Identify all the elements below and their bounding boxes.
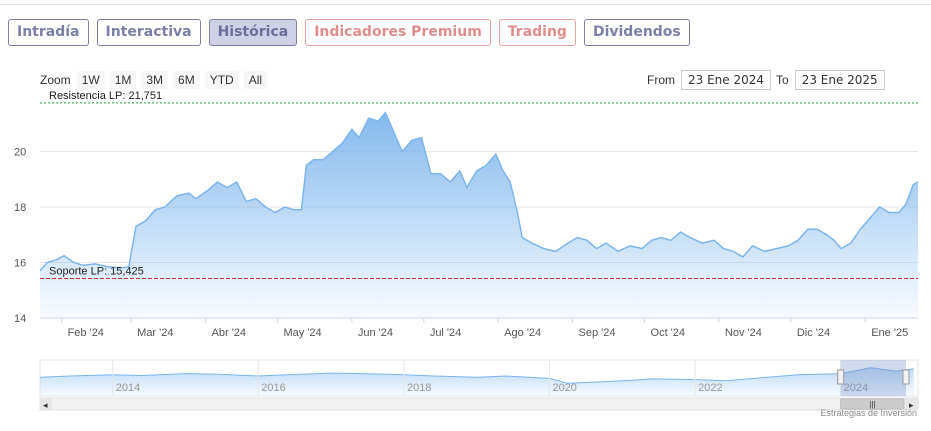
- y-tick-label: 14: [14, 313, 26, 325]
- x-tick-label: Abr '24: [212, 327, 247, 339]
- x-tick-label: Nov '24: [725, 327, 762, 339]
- from-label: From: [647, 73, 675, 87]
- range-to: To 23 Ene 2025: [776, 70, 885, 90]
- scrollbar-track[interactable]: [39, 397, 919, 411]
- scroll-left-button[interactable]: [40, 398, 52, 410]
- price-area: [40, 112, 918, 318]
- x-tick-label: Jul '24: [430, 327, 461, 339]
- scroll-left-arrow-icon: ◂: [43, 400, 48, 410]
- from-date-input[interactable]: 23 Ene 2024: [681, 70, 772, 90]
- credit-text: Estrategias de Inversión: [820, 408, 917, 418]
- support-label: Soporte LP: 15,425: [49, 265, 144, 277]
- x-tick-label: May '24: [283, 327, 321, 339]
- y-tick-label: 18: [14, 202, 26, 214]
- navigator-selection: [840, 360, 906, 396]
- navigator-year-label: 2024: [844, 382, 868, 394]
- scrollbar-grip-icon: |||: [869, 400, 875, 409]
- tab-indicadores-premium[interactable]: Indicadores Premium: [305, 19, 491, 46]
- zoom-button-1w[interactable]: 1W: [76, 71, 105, 89]
- chart-tabs: Intradía Interactiva Histórica Indicador…: [8, 19, 690, 46]
- tab-dividendos[interactable]: Dividendos: [583, 19, 690, 46]
- navigator-handle-right[interactable]: [902, 369, 910, 385]
- top-divider: [0, 4, 931, 5]
- tab-trading[interactable]: Trading: [498, 19, 576, 46]
- x-tick-label: Ago '24: [504, 327, 541, 339]
- to-date-input[interactable]: 23 Ene 2025: [794, 70, 885, 90]
- x-tick-label: Feb '24: [68, 327, 104, 339]
- x-tick-label: Ene '25: [871, 327, 908, 339]
- x-tick-label: Sep '24: [579, 327, 616, 339]
- zoom-button-all[interactable]: All: [243, 71, 268, 89]
- y-tick-label: 16: [14, 258, 26, 270]
- tab-intradia[interactable]: Intradía: [8, 19, 89, 46]
- navigator-line: [39, 367, 914, 384]
- zoom-button-6m[interactable]: 6M: [173, 71, 200, 89]
- x-tick-label: Dic '24: [797, 327, 830, 339]
- zoom-button-3m[interactable]: 3M: [141, 71, 169, 89]
- zoom-button-ytd[interactable]: YTD: [204, 71, 239, 89]
- scroll-right-button[interactable]: [906, 398, 918, 410]
- navigator-year-label: 2020: [552, 382, 576, 394]
- scroll-right-arrow-icon: ▸: [909, 400, 914, 410]
- navigator-year-label: 2018: [407, 382, 431, 394]
- x-tick-label: Oct '24: [651, 327, 686, 339]
- to-label: To: [776, 73, 789, 87]
- tab-historica[interactable]: Histórica: [208, 19, 298, 46]
- navigator-year-label: 2014: [116, 382, 140, 394]
- navigator-handle-left[interactable]: [837, 369, 845, 385]
- zoom-selector: Zoom 1W 1M 3M 6M YTD All: [40, 71, 272, 89]
- x-tick-label: Mar '24: [137, 327, 173, 339]
- y-tick-label: 20: [14, 147, 26, 159]
- navigator-year-label: 2022: [698, 382, 722, 394]
- range-from: From 23 Ene 2024: [647, 70, 772, 90]
- navigator-year-label: 2016: [261, 382, 285, 394]
- scrollbar-thumb[interactable]: [840, 398, 905, 410]
- x-tick-label: Jun '24: [358, 327, 393, 339]
- resistance-label: Resistencia LP: 21,751: [49, 90, 162, 102]
- zoom-button-1m[interactable]: 1M: [109, 71, 137, 89]
- price-line: [39, 111, 919, 272]
- tab-interactiva[interactable]: Interactiva: [96, 19, 201, 46]
- zoom-label: Zoom: [40, 73, 71, 87]
